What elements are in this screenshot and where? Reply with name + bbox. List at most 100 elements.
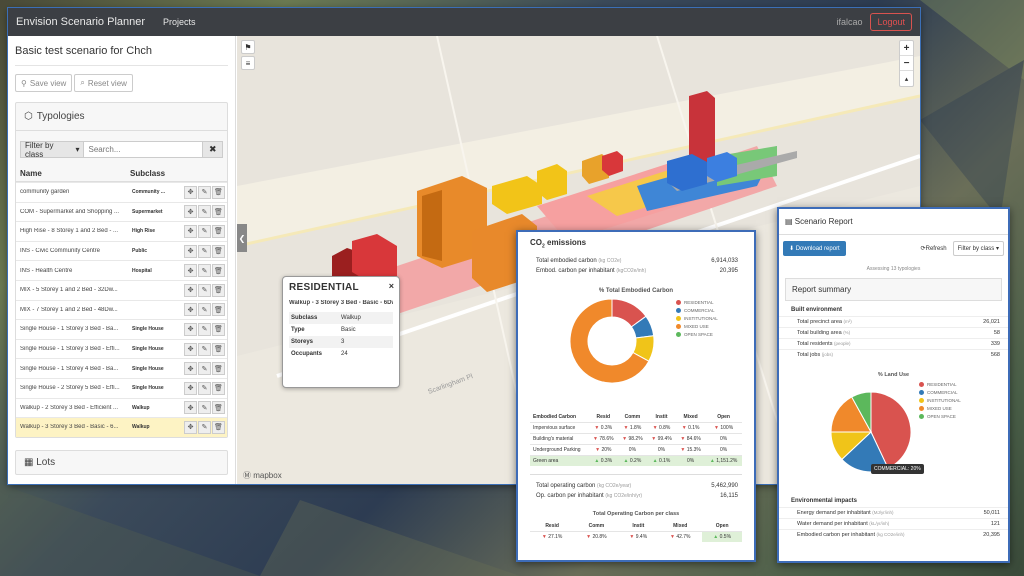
cell-value: 99.4% (657, 435, 672, 442)
flag-icon[interactable]: ⚑ (241, 40, 255, 54)
edit-icon[interactable]: ✎ (198, 283, 211, 297)
table-row[interactable]: COM - Supermarket and Shopping ... Superm… (16, 201, 227, 222)
lots-panel[interactable]: ▦ Lots (15, 449, 228, 475)
move-icon[interactable]: ✥ (184, 224, 197, 238)
download-label: Download report (795, 246, 840, 252)
edit-icon[interactable]: ✎ (198, 420, 211, 434)
edit-icon[interactable]: ✎ (198, 342, 211, 356)
embodied-legend: RESIDENTIAL COMMERCIAL INSTITUTIONAL MIXED … (676, 299, 718, 340)
delete-icon[interactable]: 🗑 (212, 224, 225, 238)
save-view-button[interactable]: ⚲ Save view (15, 74, 73, 92)
edit-icon[interactable]: ✎ (198, 381, 211, 395)
move-icon[interactable]: ✥ (184, 264, 197, 278)
edit-icon[interactable]: ✎ (198, 205, 211, 219)
table-row[interactable]: MIX - 5 Storey 1 and 2 Bed - 32Dw... ✥ ✎ 🗑 (16, 279, 227, 300)
cell-value: 0% (628, 446, 637, 453)
total-operating-unit: (kg CO2e/year) (597, 482, 632, 489)
cell-value: 27.1% (548, 533, 563, 540)
search-input[interactable] (84, 141, 204, 158)
edit-icon[interactable]: ✎ (198, 244, 211, 258)
download-report-button[interactable]: ⬇ Download report (783, 241, 846, 256)
typology-name: Single House - 1 Storey 3 Bed - Ba... (20, 326, 119, 333)
delete-icon[interactable]: 🗑 (212, 244, 225, 258)
report-filter-dropdown[interactable]: Filter by class ▾ (952, 241, 1004, 256)
caret-down-icon: ▾ (995, 246, 999, 252)
compass-icon[interactable]: ▴ (904, 75, 909, 83)
move-icon[interactable]: ✥ (184, 401, 197, 415)
move-icon[interactable]: ✥ (184, 205, 197, 219)
move-icon[interactable]: ✥ (184, 322, 197, 336)
edit-icon[interactable]: ✎ (198, 401, 211, 415)
caret-down-icon: ▾ (75, 145, 80, 154)
delete-icon[interactable]: 🗑 (212, 362, 225, 376)
collapse-sidebar-icon[interactable]: ❮ (237, 224, 247, 252)
move-icon[interactable]: ✥ (184, 185, 197, 199)
edit-icon[interactable]: ✎ (198, 224, 211, 238)
list-icon[interactable]: ≡ (241, 56, 255, 70)
table-row[interactable]: Walkup - 2 Storey 3 Bed - Efficient ... W… (16, 397, 227, 418)
table-row[interactable]: MIX - 7 Storey 1 and 2 Bed - 48Dw... ✥ ✎ 🗑 (16, 299, 227, 320)
delete-icon[interactable]: 🗑 (212, 342, 225, 356)
delete-icon[interactable]: 🗑 (212, 322, 225, 336)
user-name[interactable]: ifalcao (836, 17, 863, 27)
edit-icon[interactable]: ✎ (198, 322, 211, 336)
table-row[interactable]: Single House - 2 Storey 5 Bed - Effi... S… (16, 377, 227, 398)
typology-name: COM - Supermarket and Shopping ... (20, 208, 120, 215)
op-per-row: Op. carbon per inhabitant (kg CO2e/inh/y… (530, 491, 742, 501)
logout-button[interactable]: Logout (870, 13, 912, 31)
cell-value: 0% (719, 435, 728, 442)
arrow-down-icon: ▼ (714, 424, 721, 431)
table-row[interactable]: Single House - 1 Storey 4 Bed - Ba... Sin… (16, 358, 227, 378)
pie-slice-residential[interactable] (870, 392, 912, 469)
delete-icon[interactable]: 🗑 (212, 303, 225, 317)
typology-table-header: Name Subclass (16, 166, 227, 182)
delete-icon[interactable]: 🗑 (212, 420, 225, 434)
mapbox-attribution[interactable]: Ⓜ mapbox (243, 471, 282, 480)
move-icon[interactable]: ✥ (184, 283, 197, 297)
table-cell: 0% (646, 443, 677, 456)
table-row[interactable]: Single House - 1 Storey 3 Bed - Ba... Sin… (16, 319, 227, 339)
report-summary: Report summary (785, 278, 1002, 301)
cell-value: 0.1% (688, 424, 700, 431)
edit-icon[interactable]: ✎ (198, 185, 211, 199)
close-icon[interactable]: × (388, 281, 394, 291)
move-icon[interactable]: ✥ (184, 244, 197, 258)
table-row[interactable]: community garden Community ... ✥ ✎ 🗑 (16, 182, 227, 202)
reset-view-button[interactable]: ⌕ Reset view (74, 74, 133, 92)
report-unit: (kg CO2e/inh) (876, 532, 905, 537)
pie-slice-mixed-use[interactable] (831, 396, 872, 433)
brand-title[interactable]: Envision Scenario Planner (16, 16, 146, 28)
move-icon[interactable]: ✥ (184, 362, 197, 376)
delete-icon[interactable]: 🗑 (212, 205, 225, 219)
filter-dropdown[interactable]: Filter by class ▾ (20, 141, 85, 159)
delete-icon[interactable]: 🗑 (212, 401, 225, 415)
table-row[interactable]: INS - Civic Community Centre Public ✥ ✎ 🗑 (16, 240, 227, 261)
zoom-in-icon[interactable]: + (900, 41, 913, 56)
table-row[interactable]: INS - Health Centre Hospital ✥ ✎ 🗑 (16, 260, 227, 280)
edit-icon[interactable]: ✎ (198, 303, 211, 317)
pie-slice-open-space[interactable] (851, 392, 872, 433)
projects-link[interactable]: Projects (163, 17, 196, 27)
row-actions: ✥ ✎ 🗑 (184, 283, 225, 297)
table-row[interactable]: Walkup - 3 Storey 3 Bed - Basic - 6... Wa… (16, 417, 227, 437)
move-icon[interactable]: ✥ (184, 303, 197, 317)
edit-icon[interactable]: ✎ (198, 264, 211, 278)
popup-attr-key: Storeys (291, 339, 314, 345)
move-icon[interactable]: ✥ (184, 342, 197, 356)
op-per-value: 16,115 (720, 492, 738, 499)
delete-icon[interactable]: 🗑 (212, 381, 225, 395)
pie-slice-mixed-use[interactable] (570, 298, 650, 384)
delete-icon[interactable]: 🗑 (212, 283, 225, 297)
zoom-control: + − ▴ (899, 40, 914, 87)
clear-search-icon[interactable]: ✖ (203, 141, 223, 158)
refresh-button[interactable]: ⟳Refresh (921, 245, 947, 252)
zoom-out-icon[interactable]: − (900, 56, 913, 71)
move-icon[interactable]: ✥ (184, 381, 197, 395)
table-row[interactable]: Single House - 1 Storey 3 Bed - Effi... S… (16, 338, 227, 359)
delete-icon[interactable]: 🗑 (212, 185, 225, 199)
table-row[interactable]: High Rise - 8 Storey 1 and 2 Bed - ... Hi… (16, 221, 227, 241)
edit-icon[interactable]: ✎ (198, 362, 211, 376)
move-icon[interactable]: ✥ (184, 420, 197, 434)
legend-label: COMMERCIAL (684, 307, 715, 313)
delete-icon[interactable]: 🗑 (212, 264, 225, 278)
